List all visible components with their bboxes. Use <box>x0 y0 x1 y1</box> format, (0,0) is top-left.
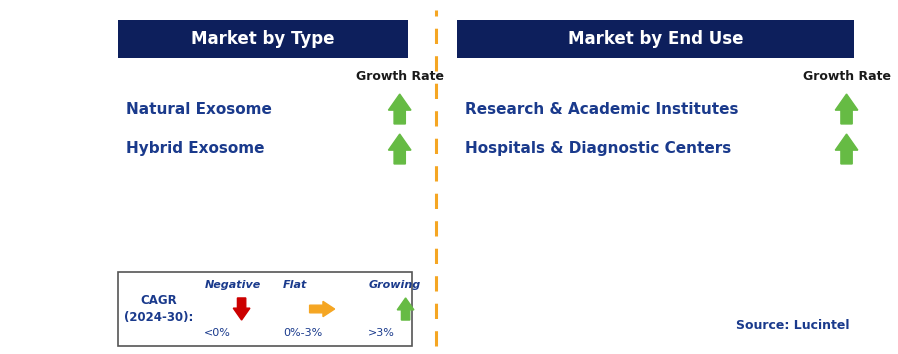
Text: Growth Rate: Growth Rate <box>803 69 891 82</box>
Polygon shape <box>310 301 335 316</box>
Text: Negative: Negative <box>204 280 260 290</box>
Text: CAGR: CAGR <box>141 295 178 308</box>
FancyBboxPatch shape <box>118 20 408 58</box>
Text: >3%: >3% <box>368 328 395 338</box>
Text: (2024-30):: (2024-30): <box>125 310 194 324</box>
Text: Growth Rate: Growth Rate <box>356 69 444 82</box>
Polygon shape <box>397 298 414 320</box>
Text: Flat: Flat <box>283 280 307 290</box>
Text: Natural Exosome: Natural Exosome <box>126 102 271 116</box>
FancyBboxPatch shape <box>457 20 854 58</box>
Polygon shape <box>835 94 858 124</box>
Polygon shape <box>835 134 858 164</box>
Text: Hospitals & Diagnostic Centers: Hospitals & Diagnostic Centers <box>464 142 731 156</box>
Text: Market by End Use: Market by End Use <box>568 30 744 48</box>
Polygon shape <box>389 94 411 124</box>
Text: 0%-3%: 0%-3% <box>283 328 322 338</box>
Text: Hybrid Exosome: Hybrid Exosome <box>126 142 264 156</box>
Text: <0%: <0% <box>204 328 231 338</box>
Text: Growing: Growing <box>368 280 420 290</box>
Text: Research & Academic Institutes: Research & Academic Institutes <box>464 102 738 116</box>
FancyBboxPatch shape <box>118 272 412 346</box>
Polygon shape <box>233 298 250 320</box>
Polygon shape <box>389 134 411 164</box>
Text: Source: Lucintel: Source: Lucintel <box>736 319 850 332</box>
Text: Market by Type: Market by Type <box>191 30 334 48</box>
